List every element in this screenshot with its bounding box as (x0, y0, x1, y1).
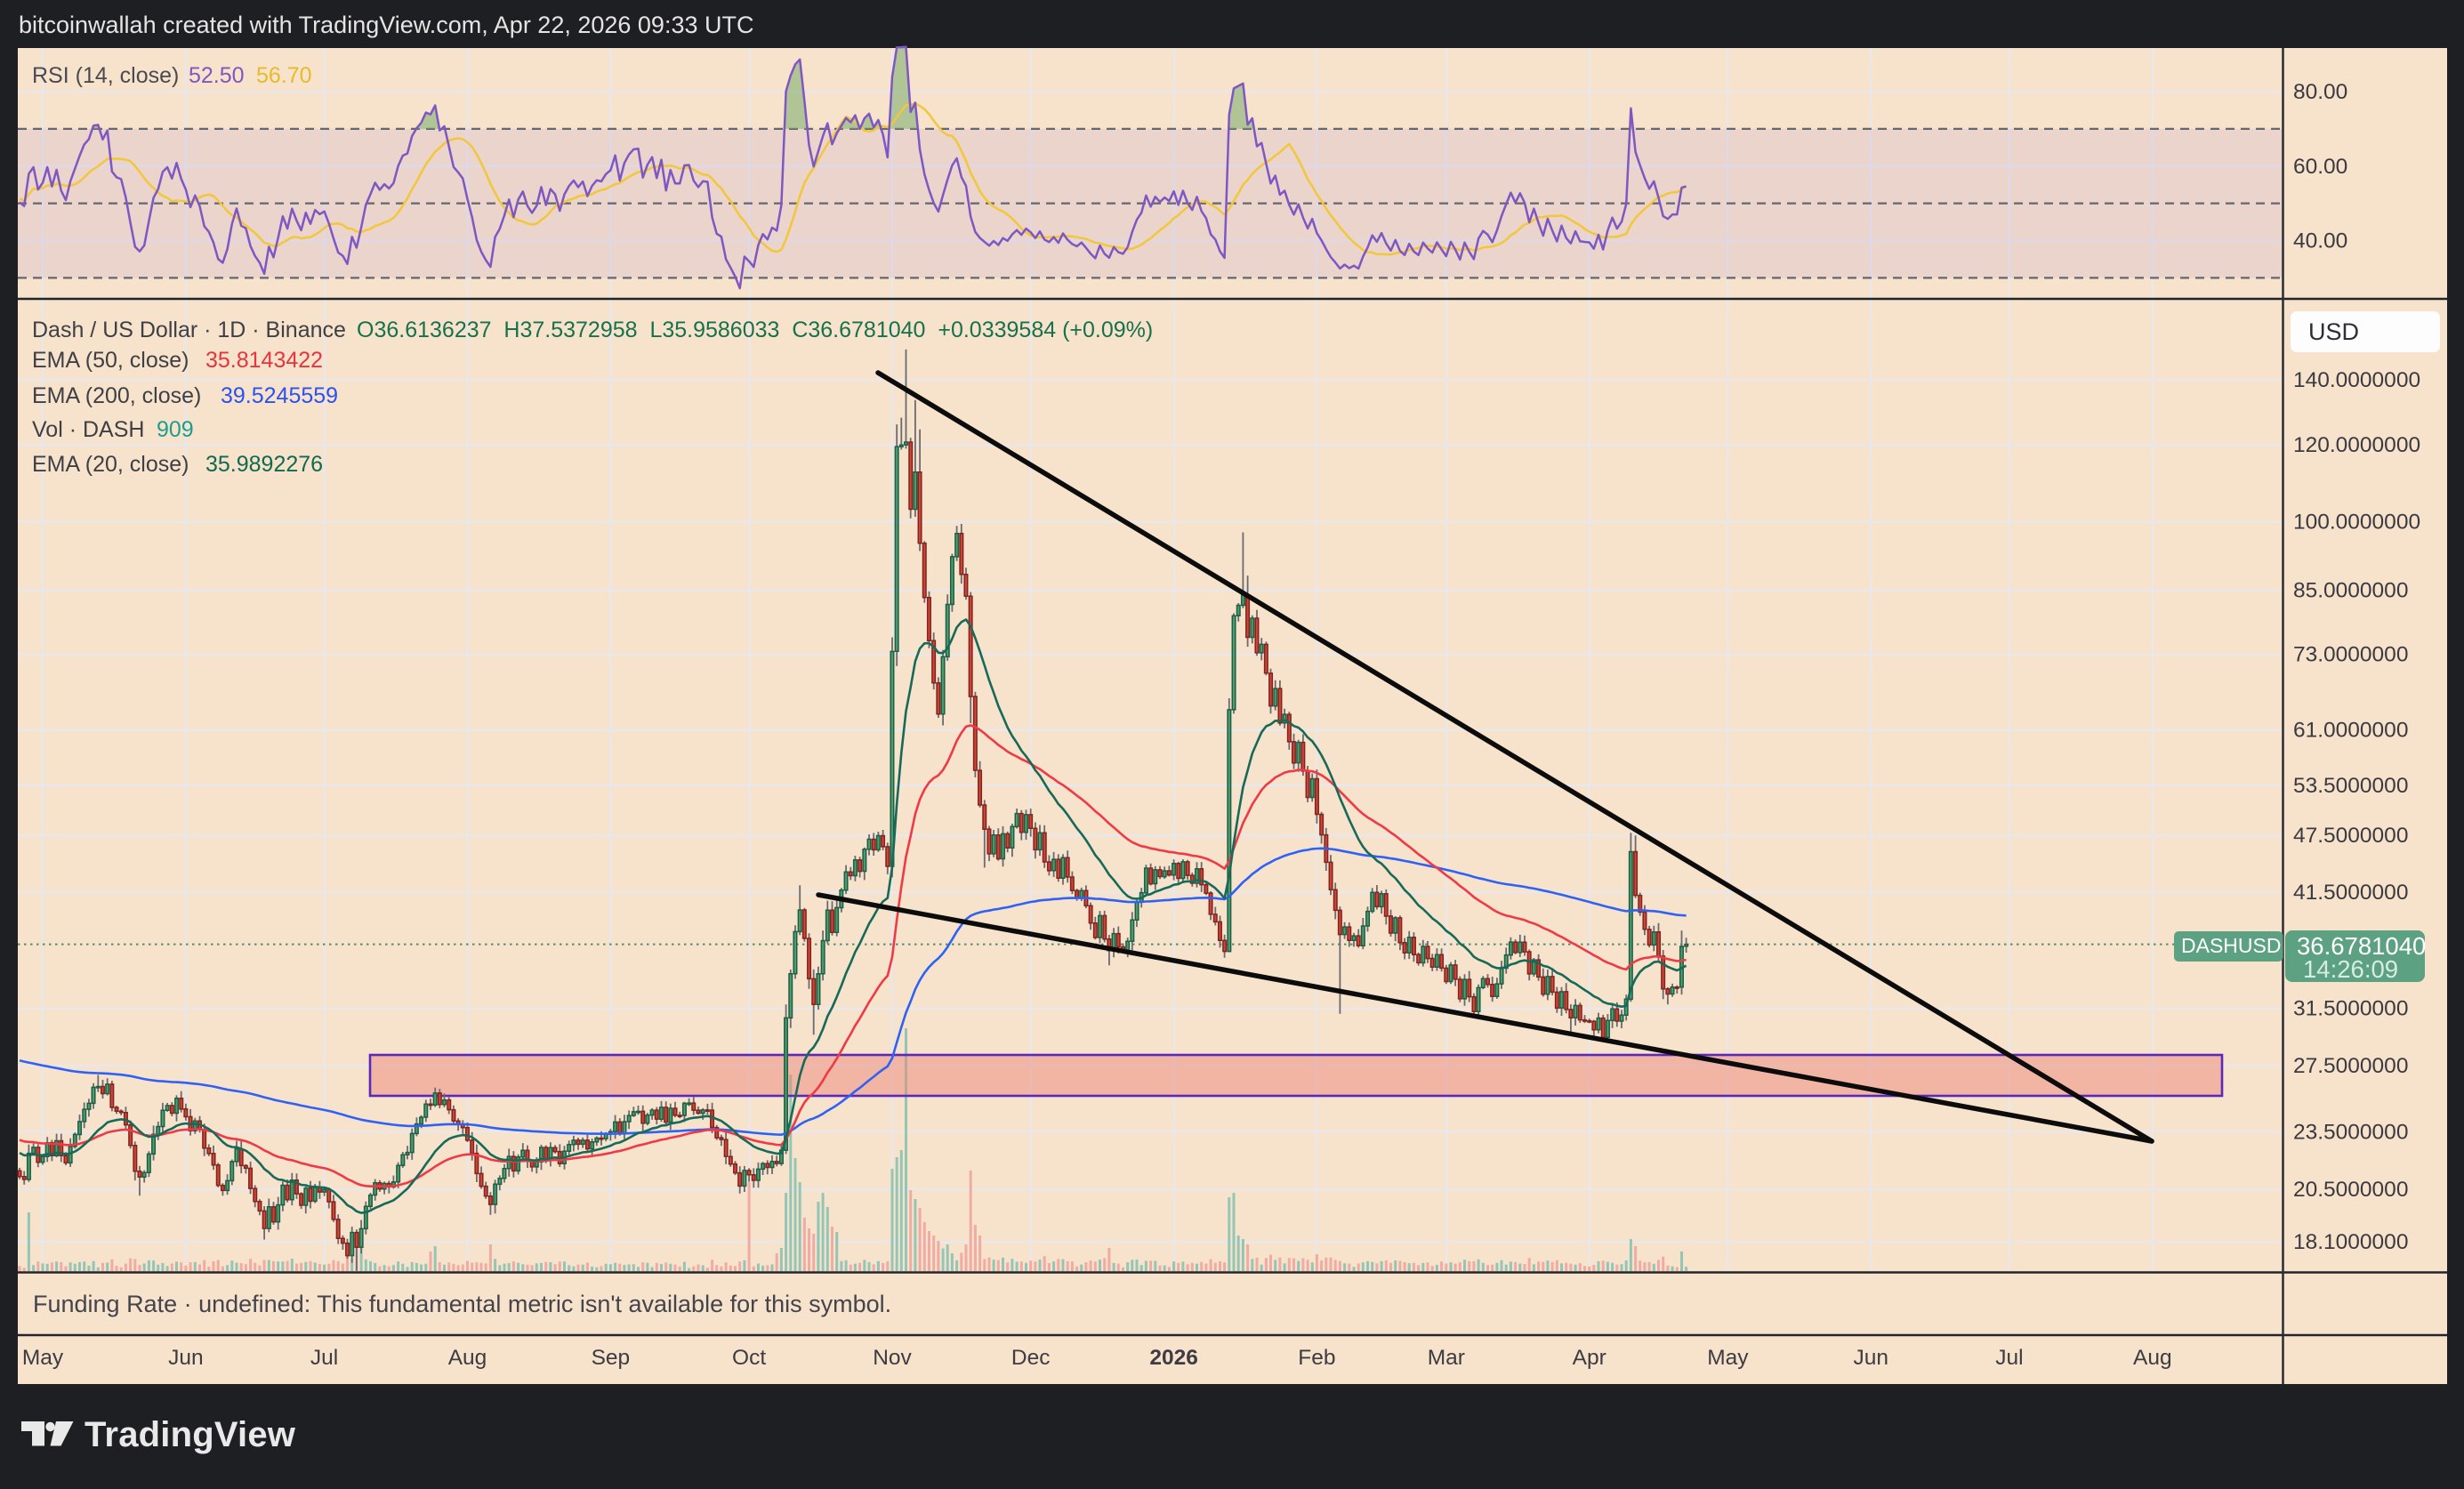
svg-text:18.1000000: 18.1000000 (2293, 1230, 2408, 1254)
svg-text:Vol · DASH: Vol · DASH (32, 417, 144, 442)
svg-text:Jun: Jun (168, 1346, 204, 1370)
svg-text:35.9892276: 35.9892276 (205, 452, 323, 477)
svg-text:EMA (50, close): EMA (50, close) (32, 348, 189, 373)
svg-text:Apr: Apr (1573, 1346, 1606, 1370)
svg-text:40.00: 40.00 (2293, 229, 2347, 254)
svg-text:TradingView: TradingView (85, 1415, 296, 1454)
svg-text:73.0000000: 73.0000000 (2293, 643, 2408, 667)
svg-text:Jul: Jul (1995, 1346, 2023, 1370)
svg-text:Feb: Feb (1298, 1346, 1335, 1370)
svg-text:Aug: Aug (448, 1346, 487, 1370)
svg-text:52.50: 52.50 (189, 63, 245, 88)
svg-text:100.0000000: 100.0000000 (2293, 511, 2420, 535)
svg-text:23.5000000: 23.5000000 (2293, 1121, 2408, 1145)
svg-text:61.0000000: 61.0000000 (2293, 719, 2408, 743)
svg-text:USD: USD (2308, 318, 2359, 345)
svg-text:56.70: 56.70 (256, 63, 312, 88)
svg-text:May: May (22, 1346, 64, 1370)
svg-text:36.6781040: 36.6781040 (2297, 932, 2426, 960)
svg-text:DASHUSD: DASHUSD (2181, 934, 2281, 957)
svg-text:2026: 2026 (1149, 1346, 1198, 1370)
svg-text:Dash / US Dollar · 1D · Binanc: Dash / US Dollar · 1D · Binance (32, 318, 346, 342)
svg-text:Jul: Jul (310, 1346, 338, 1370)
svg-text:80.00: 80.00 (2293, 80, 2347, 104)
svg-text:41.5000000: 41.5000000 (2293, 881, 2408, 905)
svg-text:May: May (1707, 1346, 1749, 1370)
svg-text:20.5000000: 20.5000000 (2293, 1178, 2408, 1202)
svg-text:35.8143422: 35.8143422 (205, 348, 323, 373)
svg-text:140.0000000: 140.0000000 (2293, 368, 2420, 392)
svg-text:Oct: Oct (732, 1346, 766, 1370)
svg-text:53.5000000: 53.5000000 (2293, 774, 2408, 798)
svg-text:Dec: Dec (1011, 1346, 1051, 1370)
svg-text:O36.6136237 H37.5372958 L35.: O36.6136237 H37.5372958 L35.9586033 C36.… (357, 318, 1153, 342)
svg-text:Aug: Aug (2133, 1346, 2172, 1370)
svg-text:31.5000000: 31.5000000 (2293, 997, 2408, 1021)
svg-text:85.0000000: 85.0000000 (2293, 579, 2408, 603)
svg-text:27.5000000: 27.5000000 (2293, 1054, 2408, 1078)
svg-text:Jun: Jun (1853, 1346, 1888, 1370)
svg-text:Funding Rate · undefined: This: Funding Rate · undefined: This fundament… (33, 1291, 891, 1317)
svg-text:14:26:09: 14:26:09 (2303, 955, 2398, 983)
svg-text:39.5245559: 39.5245559 (221, 383, 338, 408)
svg-text:909: 909 (157, 417, 194, 442)
svg-text:Mar: Mar (1428, 1346, 1465, 1370)
svg-text:Sep: Sep (592, 1346, 631, 1370)
svg-text:120.0000000: 120.0000000 (2293, 433, 2420, 457)
svg-text:EMA (20, close): EMA (20, close) (32, 452, 189, 477)
svg-text:Nov: Nov (873, 1346, 912, 1370)
svg-text:bitcoinwallah created with Tra: bitcoinwallah created with TradingView.c… (19, 12, 753, 38)
svg-text:RSI (14, close): RSI (14, close) (32, 63, 179, 88)
svg-text:47.5000000: 47.5000000 (2293, 824, 2408, 848)
svg-text:EMA (200, close): EMA (200, close) (32, 383, 201, 408)
svg-text:60.00: 60.00 (2293, 155, 2347, 179)
